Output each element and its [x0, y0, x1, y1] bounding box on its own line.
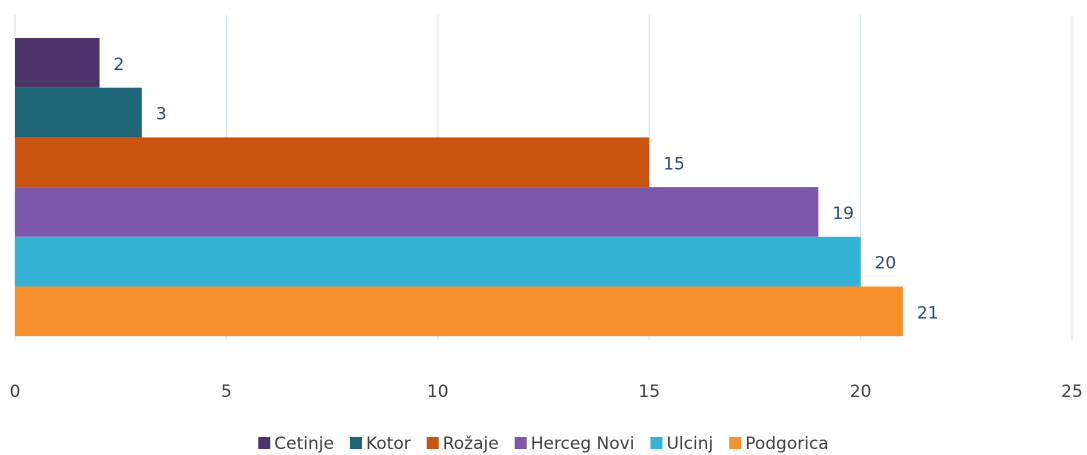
x-tick-label: 10	[427, 382, 449, 402]
value-label: 19	[832, 204, 854, 224]
bar	[15, 38, 100, 88]
value-label: 2	[114, 55, 125, 75]
legend-swatch	[729, 437, 742, 449]
legend-label: Herceg Novi	[531, 434, 635, 454]
bar	[15, 286, 903, 337]
legend-label: Cetinje	[274, 434, 334, 454]
legend-swatch	[650, 437, 663, 449]
bar	[15, 236, 861, 287]
legend-label: Rožaje	[443, 434, 499, 454]
legend-swatch	[258, 437, 271, 449]
legend-swatch	[426, 437, 439, 449]
legend-label: Kotor	[366, 434, 411, 454]
legend-label: Podgorica	[745, 434, 829, 454]
bar	[15, 187, 819, 237]
bar	[15, 137, 650, 188]
x-tick-label: 0	[10, 382, 21, 402]
x-tick-label: 20	[850, 382, 872, 402]
bar	[15, 87, 142, 138]
value-label: 20	[875, 254, 897, 274]
legend-swatch	[514, 437, 527, 449]
x-tick-label: 5	[221, 382, 232, 402]
x-tick-label: 25	[1061, 382, 1083, 402]
value-label: 21	[917, 303, 939, 323]
value-label: 15	[663, 154, 685, 174]
x-tick-label: 15	[638, 382, 660, 402]
value-label: 3	[156, 105, 167, 125]
legend-swatch	[349, 437, 362, 449]
legend-label: Ulcinj	[666, 434, 713, 454]
